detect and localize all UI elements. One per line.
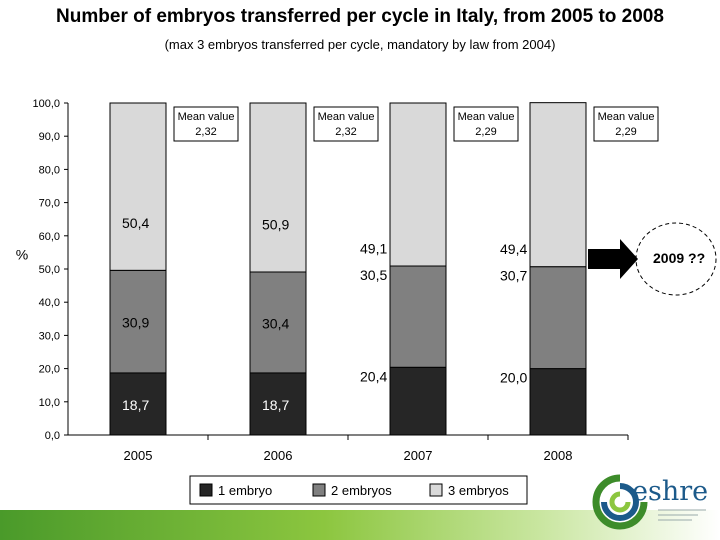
- data-label: 30,7: [500, 268, 527, 284]
- data-label: 18,7: [262, 397, 289, 413]
- y-tick-label: 0,0: [45, 430, 60, 442]
- bar-segment: [249, 372, 307, 436]
- data-label: 49,1: [360, 240, 387, 256]
- mean-value-box: [453, 106, 519, 142]
- bar-segment: [249, 271, 307, 374]
- legend-label: 1 embryo: [218, 483, 272, 498]
- chart-subtitle: (max 3 embryos transferred per cycle, ma…: [164, 37, 556, 52]
- data-label: 30,4: [262, 315, 289, 331]
- mean-value-number: 2,29: [475, 126, 496, 138]
- y-tick-label: 90,0: [39, 131, 60, 143]
- eshre-logo-icon: [592, 474, 706, 530]
- x-tick-label: 2006: [264, 448, 293, 463]
- y-tick-label: 70,0: [39, 198, 60, 210]
- data-label: 49,4: [500, 241, 527, 257]
- mean-value-label: Mean value: [318, 111, 375, 123]
- mean-value-number: 2,32: [335, 126, 356, 138]
- chart-title: Number of embryos transferred per cycle …: [56, 6, 664, 27]
- legend-swatch: [429, 483, 443, 497]
- x-tick-label: 2007: [404, 448, 433, 463]
- mean-value-box: [593, 106, 659, 142]
- data-label: 20,4: [360, 368, 387, 384]
- bar-segment: [529, 266, 587, 370]
- mean-value-number: 2,32: [195, 126, 216, 138]
- bar-segment: [249, 102, 307, 273]
- y-tick-label: 10,0: [39, 397, 60, 409]
- bar-segment: [529, 368, 587, 436]
- y-tick-label: 50,0: [39, 264, 60, 276]
- future-year-label: 2009 ??: [653, 250, 706, 266]
- data-label: 30,9: [122, 315, 149, 331]
- y-tick-label: 60,0: [39, 231, 60, 243]
- legend-swatch: [312, 483, 326, 497]
- data-label: 50,9: [262, 217, 289, 233]
- mean-value-label: Mean value: [598, 111, 655, 123]
- bar-segment: [109, 102, 167, 271]
- y-tick-label: 100,0: [32, 98, 60, 110]
- mean-value-box: [173, 106, 239, 142]
- logo-text: eshre: [632, 476, 709, 507]
- bar-segment: [529, 102, 587, 268]
- y-tick-label: 20,0: [39, 364, 60, 376]
- legend-swatch: [199, 483, 213, 497]
- bar-segment: [389, 366, 447, 436]
- x-tick-label: 2005: [124, 448, 153, 463]
- legend-label: 2 embryos: [331, 483, 392, 498]
- bar-segment: [389, 265, 447, 368]
- legend-box: [189, 475, 528, 505]
- data-label: 20,0: [500, 370, 527, 386]
- mean-value-label: Mean value: [458, 111, 515, 123]
- y-tick-label: 80,0: [39, 164, 60, 176]
- legend-label: 3 embryos: [448, 483, 509, 498]
- data-label: 50,4: [122, 215, 149, 231]
- y-tick-label: 30,0: [39, 330, 60, 342]
- y-tick-label: 40,0: [39, 297, 60, 309]
- arrow-right-icon: [588, 239, 638, 279]
- mean-value-box: [313, 106, 379, 142]
- dashed-circle: [635, 222, 717, 296]
- data-label: 30,5: [360, 267, 387, 283]
- mean-value-label: Mean value: [178, 111, 235, 123]
- mean-value-number: 2,29: [615, 126, 636, 138]
- y-axis-label: %: [16, 247, 28, 263]
- data-label: 18,7: [122, 397, 149, 413]
- bar-segment: [389, 102, 447, 267]
- x-tick-label: 2008: [544, 448, 573, 463]
